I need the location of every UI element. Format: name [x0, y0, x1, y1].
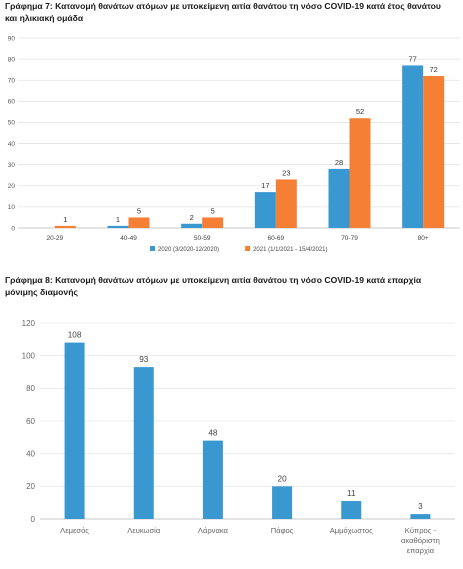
y-tick-label: 40 [8, 141, 16, 148]
bar [54, 225, 76, 228]
y-tick-label: 100 [22, 351, 36, 360]
x-category-label: Αμμόχωστος [330, 526, 373, 535]
data-label: 52 [356, 107, 364, 116]
data-label: 3 [418, 502, 423, 511]
bar [410, 514, 431, 519]
y-tick-label: 20 [8, 183, 16, 190]
x-category-label: 70-79 [341, 235, 358, 242]
y-tick-label: 70 [8, 78, 16, 85]
data-label: 20 [278, 474, 288, 483]
x-category-label: 20-29 [47, 235, 64, 242]
bar [275, 179, 297, 228]
data-label: 1 [116, 215, 120, 224]
y-tick-label: 90 [8, 35, 16, 42]
y-tick-label: 30 [8, 162, 16, 169]
bar [181, 223, 203, 228]
data-label: 48 [208, 429, 218, 438]
bar [272, 486, 293, 519]
chart-8: 0 20 40 60 80 100 120 108 Λεμεσός 93 Λευκωσία 48 Λάρ… [22, 319, 455, 555]
y-tick-label: 50 [8, 120, 16, 127]
chart-7: 0 10 20 30 40 50 60 70 80 90 1 20-29 1 5 40-49 2 5 50-59 1… [8, 35, 460, 253]
data-label: 1 [63, 215, 67, 224]
bar [128, 217, 150, 228]
legend-swatch [150, 246, 155, 251]
data-label: 108 [68, 331, 82, 340]
y-tick-label: 10 [8, 204, 16, 211]
legend-label: 2020 (3/2020-12/2020) [158, 247, 219, 253]
legend-label: 2021 (1/1/2021 - 15/4/2021) [253, 247, 327, 253]
x-category-label: 40-49 [120, 235, 137, 242]
data-label: 23 [282, 168, 290, 177]
y-tick-label: 20 [26, 482, 35, 491]
x-category-label: 80+ [418, 235, 429, 242]
y-tick-label: 40 [26, 449, 35, 458]
chart-7-title: Γράφημα 7: Κατανομή θανάτων ατόμων με υπ… [5, 1, 441, 23]
bar [133, 367, 154, 519]
x-category-label: Λευκωσία [127, 526, 161, 535]
data-label: 5 [211, 206, 215, 215]
legend-swatch [245, 246, 251, 251]
y-tick-label: 120 [22, 319, 36, 328]
bar [202, 440, 223, 519]
y-tick-label: 60 [8, 99, 16, 106]
bar [64, 342, 85, 519]
x-category-label: 60-69 [268, 235, 285, 242]
bar [107, 225, 129, 228]
bar [349, 118, 371, 228]
data-label: 77 [408, 54, 416, 63]
x-category-label: Λεμεσός [60, 526, 89, 535]
y-tick-label: 80 [8, 56, 16, 63]
bar [202, 217, 224, 228]
data-label: 28 [335, 158, 343, 167]
y-tick-label: 0 [31, 515, 36, 524]
data-label: 17 [261, 181, 269, 190]
chart-8-title: Γράφημα 8: Κατανομή θανάτων ατόμων με υπ… [5, 275, 422, 297]
x-category-label: Κύπρος -ακαθόριστη επαρχία [401, 526, 440, 555]
data-label: 72 [429, 65, 437, 74]
data-label: 5 [137, 206, 141, 215]
bar [254, 192, 276, 228]
data-label: 2 [190, 213, 194, 222]
data-label: 93 [139, 355, 149, 364]
y-tick-label: 80 [26, 384, 35, 393]
y-tick-label: 0 [11, 225, 15, 232]
bar [328, 168, 350, 228]
data-label: 11 [347, 489, 356, 498]
bar [423, 76, 445, 228]
y-tick-label: 60 [26, 417, 35, 426]
x-category-label: Πάφος [271, 526, 294, 535]
bar [341, 501, 362, 519]
bar [402, 65, 424, 228]
x-category-label: Λάρνακα [198, 526, 229, 535]
x-category-label: 50-59 [194, 235, 211, 242]
